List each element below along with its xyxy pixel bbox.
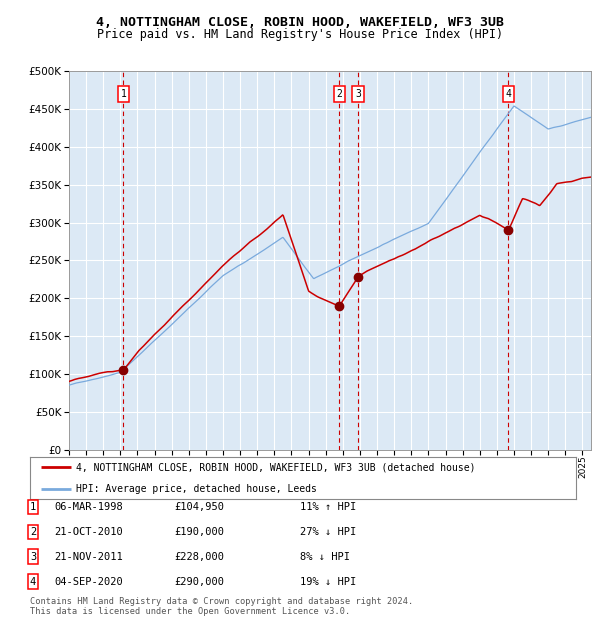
Text: £228,000: £228,000 — [174, 552, 224, 562]
Text: 1: 1 — [30, 502, 36, 512]
Text: 04-SEP-2020: 04-SEP-2020 — [54, 577, 123, 587]
Text: 21-NOV-2011: 21-NOV-2011 — [54, 552, 123, 562]
Text: Price paid vs. HM Land Registry's House Price Index (HPI): Price paid vs. HM Land Registry's House … — [97, 28, 503, 41]
Text: 4: 4 — [30, 577, 36, 587]
Text: 8% ↓ HPI: 8% ↓ HPI — [300, 552, 350, 562]
Text: 4, NOTTINGHAM CLOSE, ROBIN HOOD, WAKEFIELD, WF3 3UB (detached house): 4, NOTTINGHAM CLOSE, ROBIN HOOD, WAKEFIE… — [76, 463, 476, 472]
Text: 19% ↓ HPI: 19% ↓ HPI — [300, 577, 356, 587]
Text: 4, NOTTINGHAM CLOSE, ROBIN HOOD, WAKEFIELD, WF3 3UB: 4, NOTTINGHAM CLOSE, ROBIN HOOD, WAKEFIE… — [96, 16, 504, 29]
Text: HPI: Average price, detached house, Leeds: HPI: Average price, detached house, Leed… — [76, 484, 317, 494]
Text: 1: 1 — [121, 89, 127, 99]
Text: 3: 3 — [30, 552, 36, 562]
Text: 06-MAR-1998: 06-MAR-1998 — [54, 502, 123, 512]
Text: 11% ↑ HPI: 11% ↑ HPI — [300, 502, 356, 512]
Text: 27% ↓ HPI: 27% ↓ HPI — [300, 527, 356, 537]
Text: 4: 4 — [505, 89, 511, 99]
Text: £190,000: £190,000 — [174, 527, 224, 537]
Text: 2: 2 — [337, 89, 343, 99]
Text: 2: 2 — [30, 527, 36, 537]
Text: 3: 3 — [355, 89, 361, 99]
Text: This data is licensed under the Open Government Licence v3.0.: This data is licensed under the Open Gov… — [30, 607, 350, 616]
Text: £290,000: £290,000 — [174, 577, 224, 587]
Text: 21-OCT-2010: 21-OCT-2010 — [54, 527, 123, 537]
Text: £104,950: £104,950 — [174, 502, 224, 512]
Text: Contains HM Land Registry data © Crown copyright and database right 2024.: Contains HM Land Registry data © Crown c… — [30, 597, 413, 606]
